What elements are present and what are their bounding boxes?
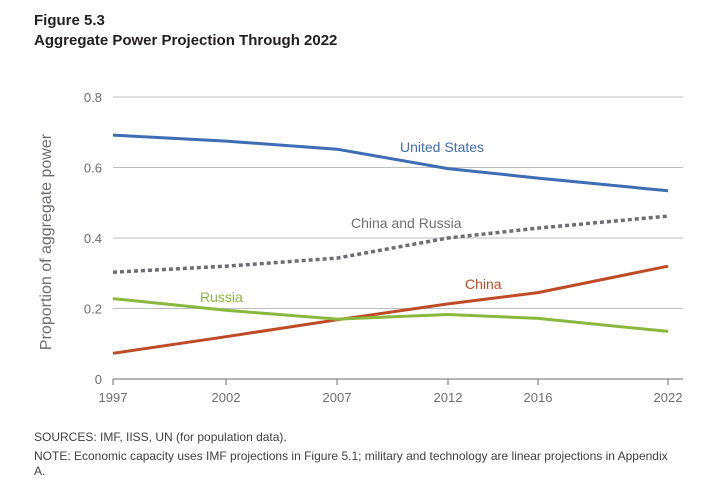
y-axis-label: Proportion of aggregate power (38, 133, 55, 350)
y-tick-label: 0.8 (84, 90, 102, 105)
sources-note: SOURCES: IMF, IISS, UN (for population d… (34, 430, 287, 444)
series-label-united-states: United States (400, 139, 484, 155)
series-line-russia (112, 297, 669, 333)
x-tick-label: 2016 (524, 390, 553, 405)
series-line-china-and-russia (112, 214, 669, 274)
series-label-china-and-russia: China and Russia (351, 215, 462, 231)
y-tick-label: 0 (95, 372, 102, 387)
chart-title: Aggregate Power Projection Through 2022 (34, 32, 338, 49)
y-tick-label: 0.6 (84, 161, 102, 176)
x-tick-label: 2007 (323, 390, 352, 405)
x-tick-label: 2002 (212, 390, 241, 405)
y-tick-label: 0.2 (84, 302, 102, 317)
x-tick-label: 2022 (654, 390, 683, 405)
y-tick-label: 0.4 (84, 231, 102, 246)
methodology-note: NOTE: Economic capacity uses IMF project… (34, 449, 668, 478)
x-tick-label: 2012 (434, 390, 463, 405)
figure-label: Figure 5.3 (34, 12, 105, 29)
line-chart: 0 0.2 0.4 0.6 0.8 1997 2002 2007 2012 2016 2022 Pro… (38, 90, 683, 405)
chart-notes: SOURCES: IMF, IISS, UN (for population d… (34, 430, 674, 483)
series-line-united-states (112, 133, 669, 193)
series-label-russia: Russia (200, 289, 243, 305)
series-label-china: China (465, 276, 502, 292)
x-tick-label: 1997 (99, 390, 128, 405)
series-line-china (112, 264, 669, 355)
